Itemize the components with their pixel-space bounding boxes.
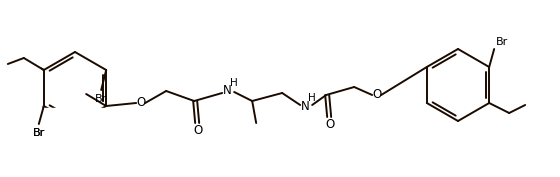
- Text: H: H: [309, 93, 316, 103]
- Text: N: N: [301, 101, 310, 113]
- Text: Br: Br: [95, 94, 108, 104]
- Text: O: O: [137, 96, 146, 110]
- Text: O: O: [194, 124, 203, 138]
- Bar: [0, 108, 120, 168]
- Text: Br: Br: [32, 128, 45, 138]
- Text: N: N: [223, 84, 231, 98]
- Text: Br: Br: [32, 128, 45, 138]
- Text: Br: Br: [496, 37, 508, 47]
- Text: O: O: [325, 118, 335, 132]
- Text: H: H: [230, 78, 238, 88]
- Bar: [0, 0, 40, 177]
- Text: O: O: [372, 88, 382, 101]
